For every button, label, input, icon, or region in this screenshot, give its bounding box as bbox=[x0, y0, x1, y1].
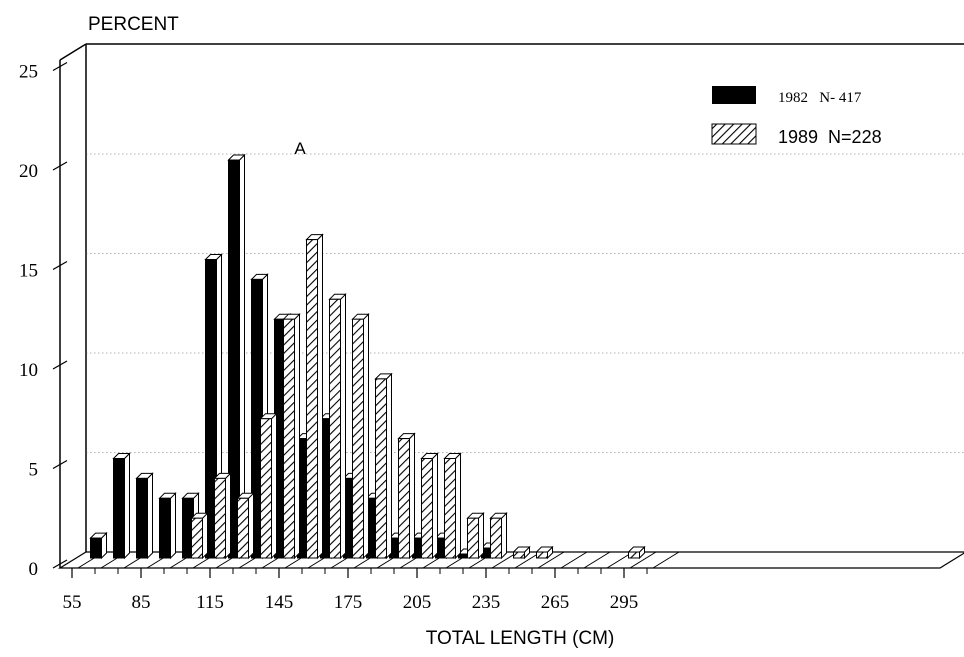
y-tick-mark bbox=[52, 459, 68, 470]
bar-1989-125 bbox=[236, 492, 255, 560]
y-tick-label: 25 bbox=[19, 62, 38, 83]
bar-1989-255 bbox=[535, 545, 554, 560]
legend-swatch-1982 bbox=[712, 86, 756, 104]
bar-1989-155 bbox=[305, 233, 324, 560]
bar-1989-175 bbox=[351, 312, 370, 560]
legend-label-1989: 1989 N=228 bbox=[778, 127, 882, 147]
annotation-a: A bbox=[294, 139, 306, 158]
bar-1989-195 bbox=[397, 432, 416, 560]
x-tick-label: 205 bbox=[403, 592, 432, 613]
floor-divider bbox=[629, 551, 657, 569]
y-tick-label: 20 bbox=[19, 161, 38, 182]
y-tick-mark bbox=[52, 161, 68, 171]
floor-divider bbox=[652, 551, 680, 569]
y-tick-label: 10 bbox=[19, 360, 38, 381]
x-tick-label: 295 bbox=[610, 592, 639, 613]
x-tick-label: 55 bbox=[63, 592, 82, 613]
legend-swatch-1989 bbox=[711, 123, 757, 145]
bar-1989-115 bbox=[213, 472, 232, 560]
bar-1989-185 bbox=[374, 372, 393, 560]
x-tick-label: 85 bbox=[132, 592, 151, 613]
bar-1989-205 bbox=[420, 452, 439, 560]
bar-1982-75 bbox=[135, 472, 154, 560]
legend: 1982 N- 417 1989 N=228 bbox=[711, 86, 882, 147]
floor-divider bbox=[560, 551, 588, 569]
bar-1989-135 bbox=[259, 412, 278, 560]
legend-label-1982: 1982 N- 417 bbox=[778, 90, 862, 106]
bar-1989-105 bbox=[190, 511, 209, 560]
bar-1989-295 bbox=[627, 545, 646, 560]
bar-1989-225 bbox=[466, 511, 485, 560]
y-tick-label: 15 bbox=[19, 261, 38, 282]
x-tick-label: 265 bbox=[541, 592, 570, 613]
bar-1989-215 bbox=[443, 452, 462, 560]
x-tick-label: 175 bbox=[334, 592, 363, 613]
bars bbox=[89, 153, 646, 560]
y-tick-mark bbox=[52, 61, 68, 72]
bar-1989-245 bbox=[512, 545, 531, 560]
y-tick-mark bbox=[52, 559, 68, 569]
bar-1982-85 bbox=[158, 492, 177, 560]
x-tick-label: 235 bbox=[472, 592, 501, 613]
bar-1982-55 bbox=[89, 531, 108, 560]
x-tick-label: 115 bbox=[196, 592, 224, 613]
x-axis-label: TOTAL LENGTH (CM) bbox=[426, 628, 615, 649]
y-axis-label: PERCENT bbox=[88, 14, 179, 35]
y-tick-mark bbox=[52, 360, 68, 370]
bar-1989-145 bbox=[282, 312, 301, 560]
bar-1989-235 bbox=[489, 511, 508, 560]
x-tick-label: 145 bbox=[265, 592, 294, 613]
floor-divider bbox=[583, 551, 611, 569]
bar-1989-165 bbox=[328, 293, 347, 560]
bar-1982-65 bbox=[112, 452, 131, 560]
y-tick-label: 0 bbox=[29, 559, 39, 580]
x-axis-ticks: 55 85 115 145 175 205 235 265 295 bbox=[63, 568, 648, 613]
y-tick-label: 5 bbox=[29, 460, 39, 481]
y-tick-mark bbox=[52, 260, 68, 271]
plot-frame bbox=[59, 43, 964, 568]
floor-divider bbox=[537, 551, 565, 569]
y-axis-ticks: 0 5 10 15 20 25 bbox=[19, 61, 68, 580]
